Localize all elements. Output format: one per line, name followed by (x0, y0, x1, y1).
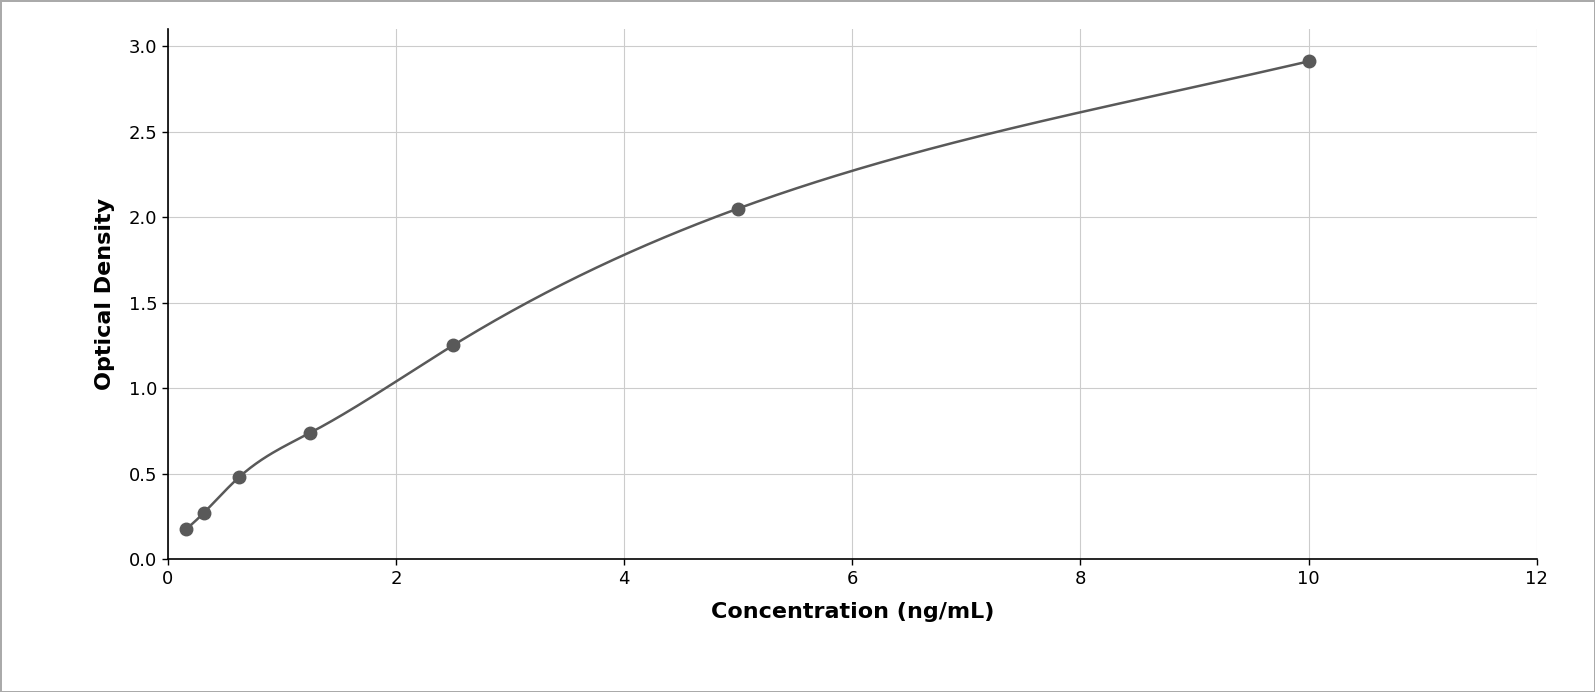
Point (226, 472, 252, 483)
Point (298, 427, 324, 438)
Y-axis label: Optical Density: Optical Density (94, 198, 115, 390)
Point (440, 340, 466, 351)
Point (726, 203, 751, 214)
Point (172, 524, 198, 535)
Point (1295, 56, 1321, 67)
X-axis label: Concentration (ng/mL): Concentration (ng/mL) (710, 601, 994, 621)
Point (191, 508, 217, 519)
